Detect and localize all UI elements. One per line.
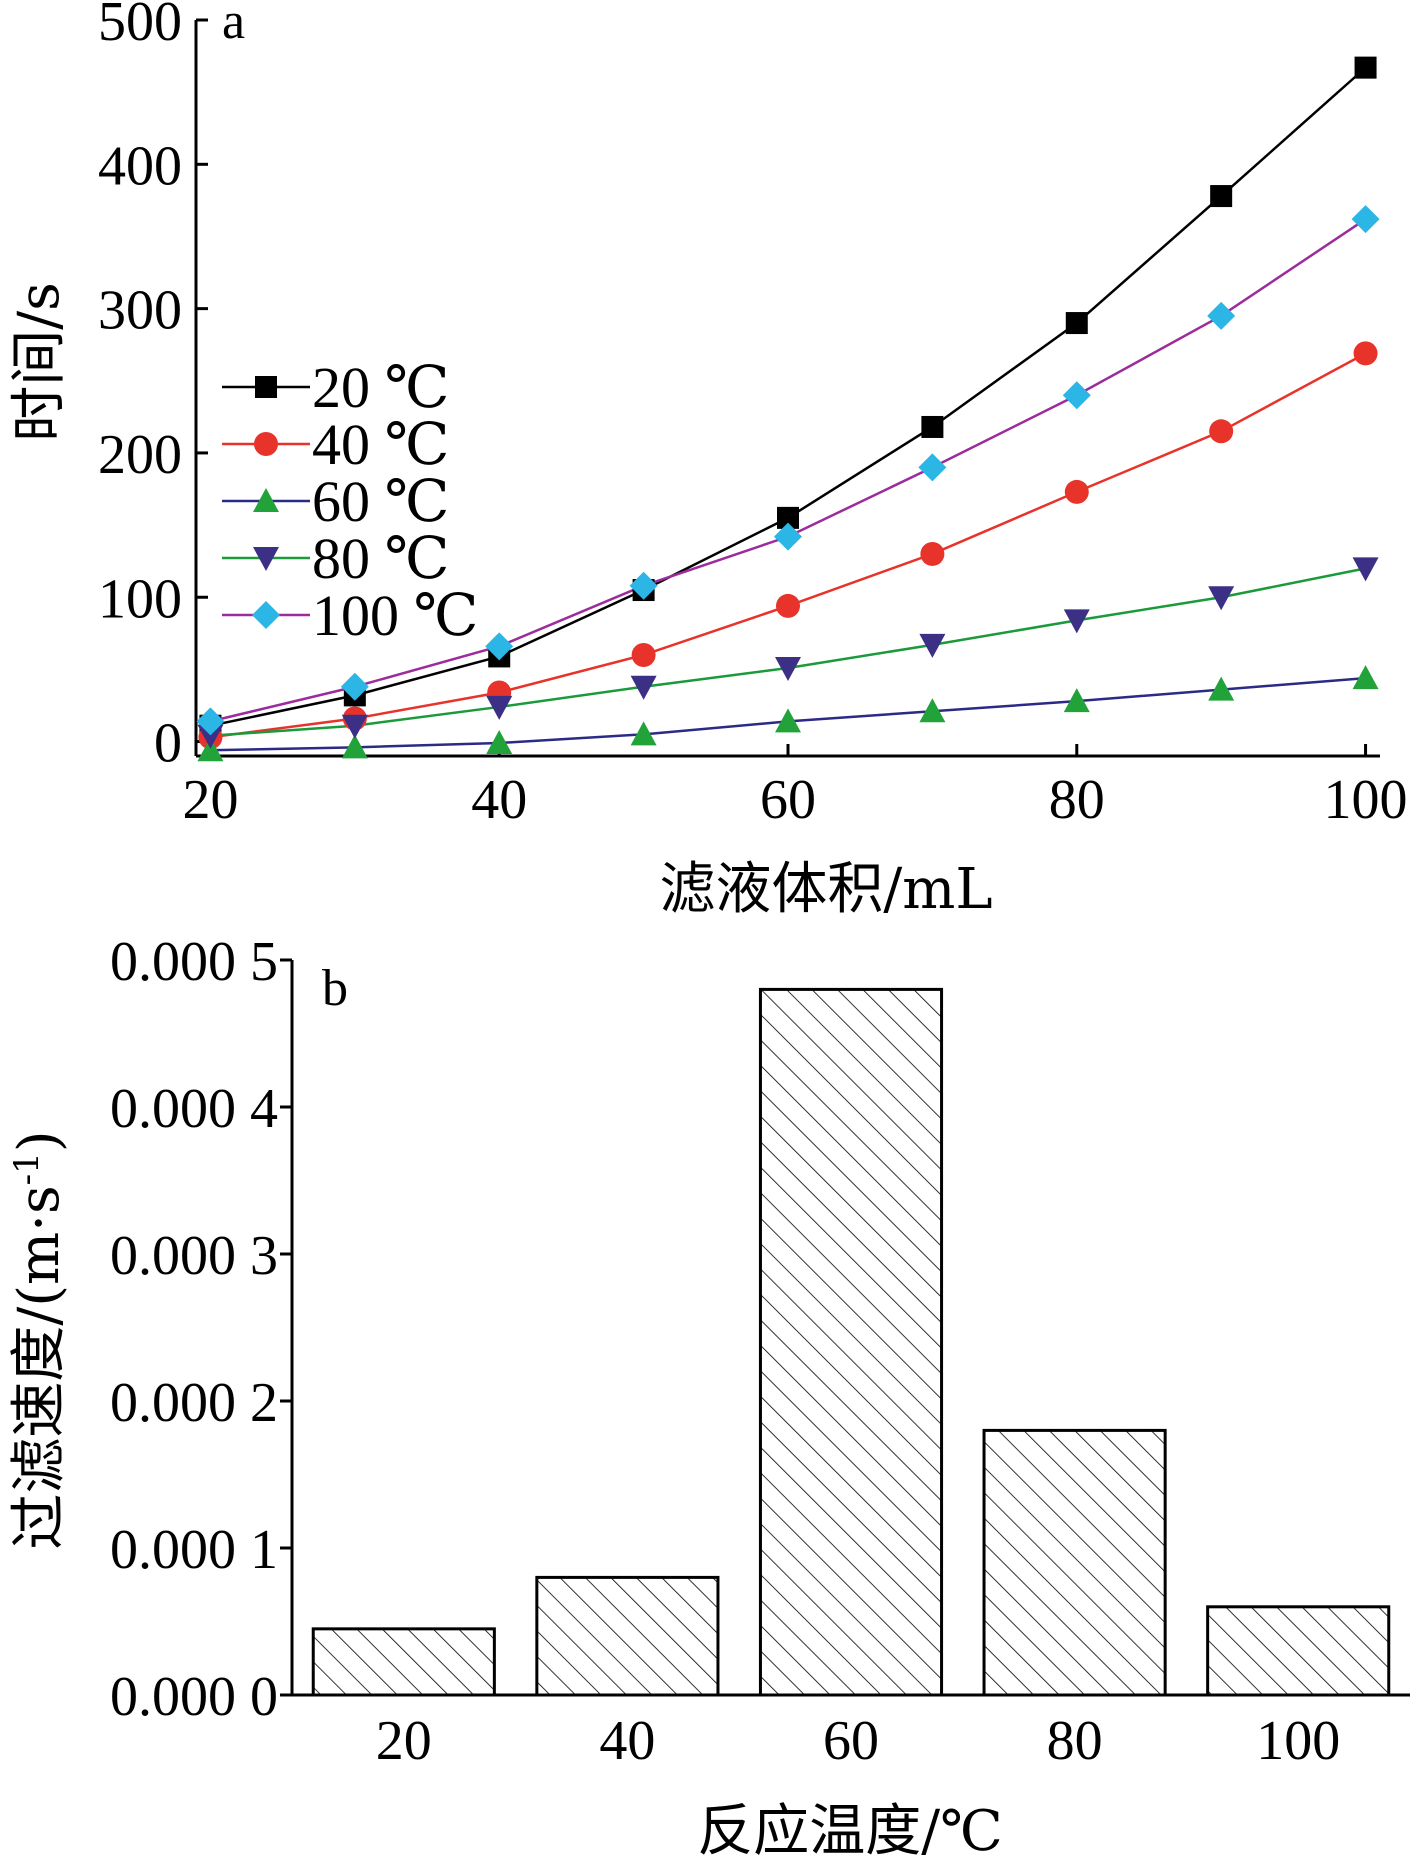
legend-label-2: 60 ℃: [312, 469, 449, 534]
panel-a-x-axis-label: 滤液体积/mL: [659, 857, 992, 922]
data-point-series-0: [1354, 56, 1377, 79]
data-point-series-2: [341, 734, 368, 759]
panel-b-y-tick-label: 0.000 2: [110, 1372, 278, 1434]
panel-a-y-tick-label: 100: [98, 568, 182, 630]
data-point-series-0: [1210, 185, 1233, 208]
panel-a-y-tick-label: 500: [98, 0, 182, 53]
panel-b-tick-labels: 0.000 0 0.000 1 0.000 2 0.000 3 0.000 4 0.000…: [110, 931, 1340, 1772]
data-point-series-1: [1209, 419, 1234, 444]
panel-a-y-axis-label: 时间/s: [7, 282, 72, 442]
bar-100: [1206, 1605, 1391, 1697]
data-point-series-3: [630, 675, 657, 700]
data-point-series-2: [1208, 676, 1235, 701]
legend-label-3: 80 ℃: [312, 526, 449, 591]
data-point-series-4: [774, 522, 802, 551]
data-point-series-3: [197, 724, 224, 749]
legend-marker-0: [255, 376, 277, 398]
legend-label-1: 40 ℃: [312, 412, 449, 477]
data-point-series-1: [920, 541, 945, 566]
data-point-series-2: [197, 737, 224, 762]
panel-b-x-tick-label: 80: [1047, 1710, 1103, 1772]
data-point-series-4: [485, 632, 514, 661]
panel-a-label: a: [222, 0, 245, 50]
panel-a-x-tick-label: 40: [471, 769, 527, 831]
data-point-series-0: [1065, 312, 1088, 335]
panel-a-y-tick-label: 400: [98, 135, 182, 197]
data-point-series-3: [919, 633, 946, 658]
panel-b-y-tick-label: 0.000 3: [110, 1225, 278, 1287]
panel-a-y-tick-label: 0: [154, 713, 182, 775]
data-point-series-3: [1208, 586, 1235, 611]
bar-80: [982, 1428, 1167, 1697]
data-point-series-2: [1063, 688, 1090, 713]
data-point-series-4: [918, 453, 947, 482]
panel-a-axes: [194, 18, 1380, 758]
panel-b-x-tick-label: 40: [599, 1710, 655, 1772]
data-point-series-4: [196, 707, 225, 736]
legend-marker-3: [253, 547, 279, 571]
data-point-series-0: [921, 415, 944, 438]
panel-a-x-tick-label: 60: [760, 769, 816, 831]
data-point-series-4: [340, 672, 369, 701]
panel-b-y-axis-label: 过滤速度/(m·s-1): [7, 1130, 72, 1549]
panel-b-bars: [311, 987, 1391, 1697]
legend-marker-1: [254, 432, 278, 456]
data-point-series-3: [1352, 557, 1379, 582]
data-point-series-2: [1352, 665, 1379, 690]
data-point-series-4: [629, 571, 658, 600]
panel-a-series-markers: [196, 56, 1380, 762]
data-point-series-4: [1062, 381, 1091, 410]
bar-60: [758, 987, 944, 1697]
legend-marker-4: [252, 601, 280, 629]
data-point-series-1: [631, 642, 656, 667]
data-point-series-1: [776, 593, 800, 618]
bar-20: [311, 1627, 496, 1697]
data-point-series-3: [486, 695, 513, 720]
legend-label-4: 100 ℃: [312, 583, 478, 648]
panel-b-label: b: [322, 960, 348, 1017]
data-point-series-1: [1353, 341, 1378, 366]
panel-b-y-tick-label: 0.000 4: [110, 1078, 278, 1140]
data-point-series-3: [1063, 609, 1090, 634]
panel-b-y-tick-label: 0.000 5: [110, 931, 278, 993]
data-point-series-2: [919, 698, 946, 723]
panel-b-x-tick-label: 60: [823, 1710, 879, 1772]
panel-b-x-tick-label: 20: [376, 1710, 432, 1772]
panel-a-y-tick-label: 300: [98, 280, 182, 342]
data-point-series-3: [775, 656, 801, 681]
panel-b-y-tick-label: 0.000 1: [110, 1519, 278, 1581]
legend-marker-2: [253, 488, 279, 512]
panel-b-y-tick-label: 0.000 0: [110, 1666, 278, 1728]
panel-b-x-axis-label: 反应温度/℃: [697, 1799, 1003, 1864]
data-point-series-2: [630, 721, 657, 746]
bar-40: [535, 1575, 720, 1697]
panel-a-x-tick-label: 80: [1049, 769, 1105, 831]
panel-b-x-tick-label: 100: [1256, 1710, 1340, 1772]
data-point-series-3: [341, 714, 368, 739]
data-point-series-2: [775, 708, 801, 733]
data-point-series-2: [486, 730, 513, 755]
panel-a-x-tick-label: 100: [1324, 769, 1408, 831]
data-point-series-1: [1064, 479, 1089, 504]
data-point-series-4: [1207, 301, 1236, 330]
data-point-series-0: [777, 506, 799, 529]
panel-a-x-tick-label: 20: [182, 769, 238, 831]
line-chart-panel-a: 20 40 60 80 100 0 100 200 300 400 500 20 ℃40 ℃60 ℃…: [7, 0, 1408, 922]
panel-a-tick-labels: 20 40 60 80 100 0 100 200 300 400 500: [98, 0, 1408, 831]
panel-a-y-tick-label: 200: [98, 424, 182, 486]
data-point-series-4: [1351, 205, 1380, 234]
legend-label-0: 20 ℃: [312, 355, 449, 420]
bar-chart-panel-b: 0.000 0 0.000 1 0.000 2 0.000 3 0.000 4 0.000…: [7, 931, 1410, 1864]
